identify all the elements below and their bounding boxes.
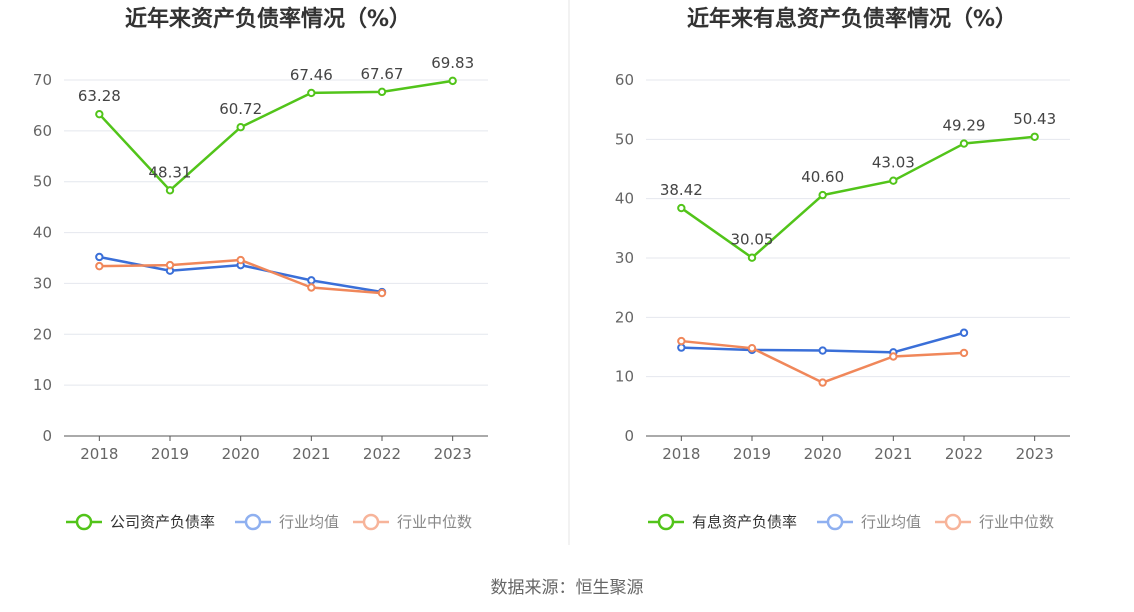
y-tick-label: 40 — [33, 224, 52, 242]
y-tick-label: 20 — [33, 325, 52, 343]
data-point — [377, 288, 387, 298]
y-tick-label: 10 — [33, 376, 52, 394]
legend-label: 公司资产负债率 — [110, 513, 215, 531]
data-label: 30.05 — [731, 231, 774, 249]
y-tick-label: 70 — [33, 71, 52, 89]
chart-title: 近年来有息资产负债率情况（%） — [687, 6, 1017, 32]
legend-item[interactable]: 有息资产负债率 — [648, 513, 797, 531]
x-tick-label: 2022 — [363, 445, 401, 463]
x-tick-label: 2018 — [662, 445, 700, 463]
legend-item[interactable]: 行业中位数 — [353, 513, 472, 531]
x-tick-label: 2021 — [874, 445, 912, 463]
data-point — [889, 352, 898, 361]
data-label: 50.43 — [1013, 110, 1056, 128]
data-point — [818, 346, 827, 355]
data-point — [1030, 132, 1039, 141]
data-label: 67.46 — [290, 66, 333, 84]
x-tick-label: 2019 — [151, 445, 189, 463]
data-label: 63.28 — [78, 87, 121, 105]
data-point — [448, 76, 457, 86]
data-label: 60.72 — [219, 100, 262, 118]
data-label: 40.60 — [801, 168, 844, 186]
data-point — [959, 139, 969, 148]
chart-panel-interest-bearing-debt-ratio: 近年来有息资产负债率情况（%） 0 10 20 30 40 50 60 2018 2019 2020… — [615, 6, 1070, 531]
data-point — [747, 253, 757, 262]
y-tick-label: 0 — [42, 427, 52, 445]
y-tick-label: 50 — [33, 173, 52, 191]
data-point — [677, 343, 686, 352]
data-point — [747, 343, 757, 353]
data-point — [818, 378, 827, 387]
chart-panel-debt-ratio: 近年来资产负债率情况（%） 0 10 20 30 40 50 60 70 2018 2019 2020… — [33, 6, 488, 531]
data-point — [307, 88, 316, 98]
data-point — [307, 283, 316, 292]
y-tick-label: 50 — [615, 130, 634, 148]
y-tick-label: 30 — [33, 274, 52, 292]
x-tick-label: 2023 — [1016, 445, 1054, 463]
data-point — [677, 336, 686, 346]
data-point — [307, 276, 316, 285]
series-line — [98, 79, 453, 192]
data-point — [165, 260, 175, 270]
data-point — [377, 87, 387, 97]
data-point — [236, 255, 245, 265]
legend-label: 行业中位数 — [979, 513, 1054, 531]
legend-item[interactable]: 行业均值 — [235, 513, 339, 531]
data-point — [959, 348, 969, 358]
data-label: 67.67 — [361, 65, 404, 83]
series-line — [680, 135, 1035, 259]
x-tick-label: 2018 — [80, 445, 118, 463]
x-tick-label: 2020 — [222, 445, 260, 463]
data-label: 49.29 — [943, 117, 986, 135]
legend-marker — [826, 513, 844, 531]
y-tick-label: 10 — [615, 368, 634, 386]
data-label: 43.03 — [872, 154, 915, 172]
data-point — [889, 176, 898, 185]
data-label: 48.31 — [149, 163, 192, 181]
data-point — [959, 328, 969, 337]
x-tick-label: 2021 — [292, 445, 330, 463]
legend-marker — [657, 513, 675, 531]
y-tick-label: 60 — [33, 122, 52, 140]
y-tick-label: 20 — [615, 308, 634, 326]
chart-title: 近年来资产负债率情况（%） — [125, 6, 411, 32]
legend-marker — [944, 513, 962, 531]
data-point — [236, 122, 245, 132]
data-point — [95, 261, 104, 271]
y-tick-label: 60 — [615, 71, 634, 89]
data-source: 数据来源：恒生聚源 — [491, 578, 644, 598]
x-tick-label: 2022 — [945, 445, 983, 463]
y-tick-label: 40 — [615, 190, 634, 208]
x-tick-label: 2019 — [733, 445, 771, 463]
y-tick-label: 0 — [624, 427, 634, 445]
x-tick-label: 2023 — [434, 445, 472, 463]
data-point — [95, 109, 104, 119]
y-tick-label: 30 — [615, 249, 634, 267]
data-point — [165, 186, 175, 195]
legend-label: 行业均值 — [861, 513, 921, 531]
legend-marker — [362, 513, 380, 531]
data-point — [677, 203, 686, 213]
legend-label: 行业中位数 — [397, 513, 472, 531]
x-tick-label: 2020 — [804, 445, 842, 463]
legend-item[interactable]: 行业中位数 — [935, 513, 1054, 531]
data-point — [818, 190, 827, 200]
legend-item[interactable]: 公司资产负债率 — [66, 513, 215, 531]
legend-marker — [75, 513, 93, 531]
legend-label: 行业均值 — [279, 513, 339, 531]
data-label: 69.83 — [431, 54, 474, 72]
legend-marker — [244, 513, 262, 531]
legend-label: 有息资产负债率 — [692, 513, 797, 531]
legend-item[interactable]: 行业均值 — [817, 513, 921, 531]
data-label: 38.42 — [660, 181, 703, 199]
data-point — [95, 252, 104, 262]
